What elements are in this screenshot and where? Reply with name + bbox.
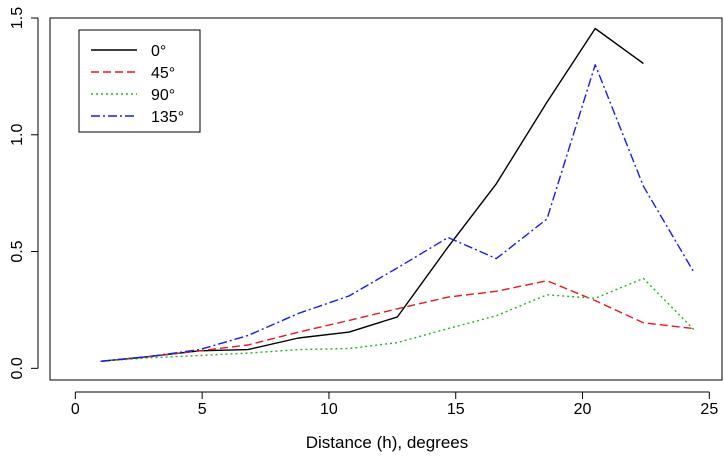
series-line-2 xyxy=(100,277,695,362)
legend-label: 135° xyxy=(151,109,184,126)
x-tick-label: 15 xyxy=(447,401,465,418)
x-tick-label: 0 xyxy=(71,401,80,418)
series-line-1 xyxy=(100,280,695,362)
plot-frame xyxy=(49,17,723,381)
x-tick-label: 25 xyxy=(700,401,718,418)
y-tick-label: 1.0 xyxy=(9,124,26,146)
legend-label: 90° xyxy=(151,87,175,104)
legend-label: 45° xyxy=(151,65,175,82)
y-tick-label: 0.0 xyxy=(9,357,26,379)
x-tick-label: 10 xyxy=(320,401,338,418)
y-tick-label: 0.5 xyxy=(9,240,26,262)
legend-label: 0° xyxy=(151,43,166,60)
x-tick-label: 20 xyxy=(574,401,592,418)
y-tick-label: 1.5 xyxy=(9,7,26,29)
axes: 0 5 10 15 20 25 0.0 0.5 1.0 1.5 xyxy=(9,7,718,418)
legend: 0° 45° 90° 135° xyxy=(78,29,201,133)
x-axis-label: Distance (h), degrees xyxy=(306,433,469,452)
series-group xyxy=(100,27,695,362)
legend-box xyxy=(78,29,201,133)
x-tick-label: 5 xyxy=(198,401,207,418)
series-line-3 xyxy=(100,63,695,362)
